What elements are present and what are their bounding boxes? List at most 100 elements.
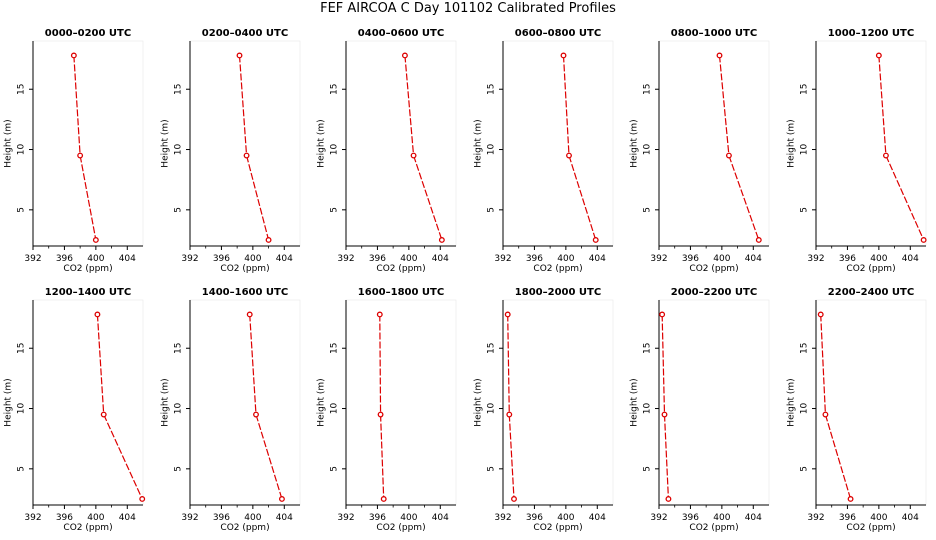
data-point — [94, 238, 99, 243]
panel-title: 2000–2200 UTC — [671, 287, 757, 298]
x-tick-label: 392 — [24, 513, 41, 523]
profile-segment — [564, 55, 570, 155]
y-axis-label: Height (m) — [787, 119, 797, 167]
data-point — [381, 497, 386, 502]
data-point — [140, 497, 145, 502]
data-point — [254, 412, 259, 417]
data-point — [593, 238, 598, 243]
profile-segment — [250, 314, 256, 414]
profile-segment — [821, 314, 826, 414]
profile-panel: 0000–0200 UTC 392 396 400 404 5 10 15 CO2 (ppm) H… — [4, 28, 144, 274]
x-axis-label: CO2 (ppm) — [220, 523, 269, 533]
x-tick-label: 404 — [589, 254, 606, 264]
panel-title: 1000–1200 UTC — [828, 28, 914, 39]
x-tick-label: 400 — [557, 254, 574, 264]
x-tick-label: 404 — [902, 513, 919, 523]
x-tick-label: 392 — [181, 254, 198, 264]
panel-title: 2200–2400 UTC — [828, 287, 914, 298]
x-tick-label: 404 — [276, 513, 293, 523]
x-tick-label: 392 — [337, 513, 354, 523]
plot-frame — [659, 300, 769, 505]
panel-title: 1400–1600 UTC — [202, 287, 288, 298]
y-tick-label: 5 — [487, 466, 497, 472]
x-axis-label: CO2 (ppm) — [689, 264, 738, 274]
x-tick-label: 392 — [494, 254, 511, 264]
x-tick-label: 404 — [119, 254, 136, 264]
y-tick-label: 5 — [643, 207, 653, 213]
data-point — [567, 153, 572, 158]
plot-frame — [816, 41, 926, 246]
plot-frame — [503, 41, 613, 246]
profile-segment — [508, 314, 510, 414]
plot-frame — [346, 41, 456, 246]
x-tick-label: 392 — [650, 254, 667, 264]
y-axis-label: Height (m) — [161, 119, 171, 167]
x-axis-label: CO2 (ppm) — [533, 523, 582, 533]
data-point — [440, 238, 445, 243]
y-axis-label: Height (m) — [317, 378, 327, 426]
plot-frame — [659, 41, 769, 246]
y-tick-label: 5 — [174, 207, 184, 213]
data-point — [717, 53, 722, 58]
profile-segment — [414, 156, 442, 240]
x-tick-label: 400 — [870, 513, 887, 523]
x-tick-label: 404 — [276, 254, 293, 264]
y-tick-label: 10 — [330, 403, 340, 415]
y-tick-label: 15 — [17, 84, 27, 95]
profile-panel: 2200–2400 UTC 392 396 400 404 5 10 15 CO2 (ppm) H… — [787, 287, 927, 533]
x-tick-label: 396 — [213, 513, 230, 523]
y-tick-label: 15 — [800, 343, 810, 354]
data-point — [818, 312, 823, 317]
data-point — [378, 412, 383, 417]
y-tick-label: 10 — [174, 144, 184, 156]
x-axis-label: CO2 (ppm) — [689, 523, 738, 533]
y-axis-label: Height (m) — [630, 378, 640, 426]
plot-frame — [33, 41, 143, 246]
x-tick-label: 392 — [807, 254, 824, 264]
profile-segment — [665, 415, 669, 499]
x-axis-label: CO2 (ppm) — [846, 523, 895, 533]
y-tick-label: 10 — [643, 144, 653, 156]
y-tick-label: 5 — [17, 207, 27, 213]
x-tick-label: 400 — [244, 513, 261, 523]
panel-title: 0200–0400 UTC — [202, 28, 288, 39]
y-tick-label: 15 — [487, 343, 497, 354]
profile-panel: 0800–1000 UTC 392 396 400 404 5 10 15 CO2 (ppm) H… — [630, 28, 770, 274]
y-axis-label: Height (m) — [317, 119, 327, 167]
x-tick-label: 392 — [181, 513, 198, 523]
data-point — [403, 53, 408, 58]
x-axis-label: CO2 (ppm) — [63, 264, 112, 274]
x-tick-label: 396 — [369, 254, 386, 264]
x-tick-label: 400 — [713, 254, 730, 264]
profile-segment — [74, 55, 80, 155]
x-tick-label: 400 — [557, 513, 574, 523]
profile-panel: 1200–1400 UTC392 396 400 40451015CO2 (ppm)H… — [4, 287, 145, 533]
plot-frame — [503, 300, 613, 505]
profile-panel: 0600–0800 UTC 392 396 400 404 5 10 15 CO2 (ppm) H… — [474, 28, 614, 274]
data-point — [507, 412, 512, 417]
x-axis-label: CO2 (ppm) — [846, 264, 895, 274]
y-tick-label: 10 — [17, 144, 27, 156]
profile-panel: 0200–0400 UTC392 396 400 40451015CO2 (ppm)H… — [161, 28, 301, 274]
y-tick-label: 10 — [174, 403, 184, 415]
x-tick-label: 396 — [526, 513, 543, 523]
y-tick-label: 5 — [800, 466, 810, 472]
profile-segment — [662, 314, 664, 414]
y-tick-label: 15 — [17, 343, 27, 354]
data-point — [512, 497, 517, 502]
y-tick-label: 15 — [487, 84, 497, 95]
y-tick-label: 10 — [487, 403, 497, 415]
profile-panel: 1400–1600 UTC392 396 400 40451015CO2 (ppm)H… — [161, 287, 301, 533]
data-point — [247, 312, 252, 317]
y-tick-label: 15 — [643, 343, 653, 354]
y-tick-label: 5 — [174, 466, 184, 472]
x-axis-label: CO2 (ppm) — [533, 264, 582, 274]
data-point — [101, 412, 106, 417]
panel-title: 1200–1400 UTC — [45, 287, 131, 298]
profile-panel: 2000–2200 UTC 392 396 400 404 5 10 15 CO2 (ppm) H… — [630, 287, 770, 533]
plot-frame — [346, 300, 456, 505]
x-tick-label: 404 — [745, 254, 762, 264]
panel-title: 0400–0600 UTC — [358, 28, 444, 39]
x-tick-label: 400 — [400, 513, 417, 523]
data-point — [237, 53, 242, 58]
